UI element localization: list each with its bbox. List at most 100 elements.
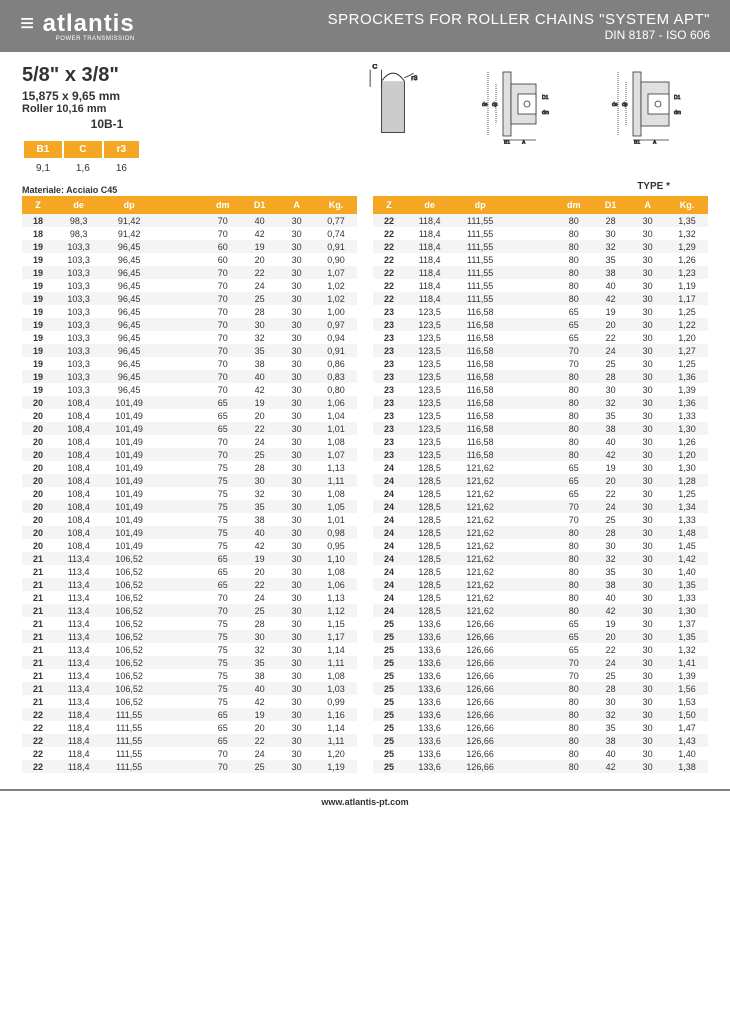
svg-text:C: C bbox=[372, 64, 377, 71]
table-row: 23123,5116,586520301,22 bbox=[373, 318, 708, 331]
svg-text:A: A bbox=[522, 140, 526, 144]
table-row: 23123,5116,587025301,25 bbox=[373, 357, 708, 370]
table-row: 19103,396,457024301,02 bbox=[22, 279, 357, 292]
spec-row: 5/8" x 3/8" 15,875 x 9,65 mm Roller 10,1… bbox=[22, 64, 708, 179]
diagrams-block: C r3 de dp D1 dm B1 bbox=[222, 64, 708, 179]
table-row: 25133,6126,668040301,40 bbox=[373, 747, 708, 760]
table-row: 23123,5116,587024301,27 bbox=[373, 344, 708, 357]
table-row: 22118,4111,557024301,20 bbox=[22, 747, 357, 760]
table-row: 20108,4101,496520301,04 bbox=[22, 409, 357, 422]
spec-code: 10B-1 bbox=[22, 117, 192, 131]
table-row: 25133,6126,666520301,35 bbox=[373, 630, 708, 643]
table-row: 20108,4101,497530301,11 bbox=[22, 474, 357, 487]
table-row: 24128,5121,628042301,30 bbox=[373, 604, 708, 617]
table-row: 22118,4111,556519301,16 bbox=[22, 708, 357, 721]
table-row: 1898,391,427040300,77 bbox=[22, 214, 357, 227]
spec-block: 5/8" x 3/8" 15,875 x 9,65 mm Roller 10,1… bbox=[22, 64, 192, 179]
svg-text:D1: D1 bbox=[674, 95, 681, 101]
table-row: 22118,4111,558035301,26 bbox=[373, 253, 708, 266]
svg-text:de: de bbox=[612, 102, 618, 108]
table-row: 20108,4101,497538301,01 bbox=[22, 513, 357, 526]
header-title: SPROCKETS FOR ROLLER CHAINS "SYSTEM APT" bbox=[328, 11, 710, 28]
svg-text:dp: dp bbox=[492, 102, 498, 108]
tables-wrapper: Z de dp dm D1 A Kg. 1898,391,427040300,7… bbox=[22, 196, 708, 773]
table-row: 19103,396,457030300,97 bbox=[22, 318, 357, 331]
content-area: 5/8" x 3/8" 15,875 x 9,65 mm Roller 10,1… bbox=[0, 52, 730, 781]
table-row: 22118,4111,558032301,29 bbox=[373, 240, 708, 253]
svg-text:A: A bbox=[653, 140, 657, 144]
table-row: 25133,6126,667024301,41 bbox=[373, 656, 708, 669]
table-header-row: Z de dp dm D1 A Kg. bbox=[22, 196, 357, 214]
table-row: 24128,5121,628028301,48 bbox=[373, 526, 708, 539]
table-row: 20108,4101,497535301,05 bbox=[22, 500, 357, 513]
table-row: 24128,5121,627025301,33 bbox=[373, 513, 708, 526]
table-row: 22118,4111,556522301,11 bbox=[22, 734, 357, 747]
table-row: 1898,391,427042300,74 bbox=[22, 227, 357, 240]
table-row: 20108,4101,497528301,13 bbox=[22, 461, 357, 474]
param-table-row: 9,1 1,6 16 bbox=[24, 160, 139, 177]
table-row: 24128,5121,628030301,45 bbox=[373, 539, 708, 552]
table-row: 19103,396,456020300,90 bbox=[22, 253, 357, 266]
table-row: 19103,396,456019300,91 bbox=[22, 240, 357, 253]
header-subtitle: DIN 8187 - ISO 606 bbox=[328, 28, 710, 42]
table-row: 21113,4106,526520301,08 bbox=[22, 565, 357, 578]
table-row: 20108,4101,497025301,07 bbox=[22, 448, 357, 461]
table-row: 19103,396,457032300,94 bbox=[22, 331, 357, 344]
table-row: 21113,4106,527025301,12 bbox=[22, 604, 357, 617]
table-row: 23123,5116,588032301,36 bbox=[373, 396, 708, 409]
table-row: 25133,6126,668030301,53 bbox=[373, 695, 708, 708]
table-row: 25133,6126,668028301,56 bbox=[373, 682, 708, 695]
svg-text:B1: B1 bbox=[504, 140, 510, 144]
table-row: 22118,4111,557025301,19 bbox=[22, 760, 357, 773]
table-row: 21113,4106,526519301,10 bbox=[22, 552, 357, 565]
header-title-block: SPROCKETS FOR ROLLER CHAINS "SYSTEM APT"… bbox=[328, 11, 710, 42]
spec-roller: Roller 10,16 mm bbox=[22, 103, 192, 115]
table-row: 20108,4101,497532301,08 bbox=[22, 487, 357, 500]
table-row: 22118,4111,556520301,14 bbox=[22, 721, 357, 734]
table-row: 25133,6126,666519301,37 bbox=[373, 617, 708, 630]
table-row: 21113,4106,527532301,14 bbox=[22, 643, 357, 656]
table-row: 24128,5121,626519301,30 bbox=[373, 461, 708, 474]
svg-text:B1: B1 bbox=[634, 140, 640, 144]
table-row: 25133,6126,667025301,39 bbox=[373, 669, 708, 682]
data-table-left: Z de dp dm D1 A Kg. 1898,391,427040300,7… bbox=[22, 196, 357, 773]
table-row: 22118,4111,558040301,19 bbox=[373, 279, 708, 292]
table-row: 23123,5116,588035301,33 bbox=[373, 409, 708, 422]
table-row: 24128,5121,626520301,28 bbox=[373, 474, 708, 487]
data-table-right: Z de dp dm D1 A Kg. 22118,4111,558028301… bbox=[373, 196, 708, 773]
svg-text:r3: r3 bbox=[411, 75, 417, 82]
table-row: 20108,4101,497540300,98 bbox=[22, 526, 357, 539]
table-row: 23123,5116,588038301,30 bbox=[373, 422, 708, 435]
spec-size: 5/8" x 3/8" bbox=[22, 64, 192, 87]
table-row: 19103,396,457035300,91 bbox=[22, 344, 357, 357]
table-row: 21113,4106,527530301,17 bbox=[22, 630, 357, 643]
table-row: 21113,4106,527535301,11 bbox=[22, 656, 357, 669]
table-row: 24128,5121,628035301,40 bbox=[373, 565, 708, 578]
page-header: ≡ atlantis POWER TRANSMISSION SPROCKETS … bbox=[0, 0, 730, 52]
table-row: 22118,4111,558042301,17 bbox=[373, 292, 708, 305]
footer-url: www.atlantis-pt.com bbox=[0, 789, 730, 813]
table-header-row: Z de dp dm D1 A Kg. bbox=[373, 196, 708, 214]
table-row: 24128,5121,626522301,25 bbox=[373, 487, 708, 500]
table-row: 22118,4111,558028301,35 bbox=[373, 214, 708, 227]
table-row: 23123,5116,588040301,26 bbox=[373, 435, 708, 448]
table-row: 24128,5121,628032301,42 bbox=[373, 552, 708, 565]
diagram-section2-icon: de dp D1 dm B1 A bbox=[598, 64, 708, 144]
param-table-header: B1 C r3 bbox=[24, 141, 139, 158]
table-row: 19103,396,457022301,07 bbox=[22, 266, 357, 279]
table-row: 25133,6126,668032301,50 bbox=[373, 708, 708, 721]
logo-text: ≡ atlantis bbox=[20, 10, 135, 37]
table-row: 23123,5116,586519301,25 bbox=[373, 305, 708, 318]
table-row: 22118,4111,558038301,23 bbox=[373, 266, 708, 279]
table-row: 20108,4101,497542300,95 bbox=[22, 539, 357, 552]
diagram-tooth-icon: C r3 bbox=[338, 64, 448, 144]
table-row: 24128,5121,628040301,33 bbox=[373, 591, 708, 604]
table-row: 21113,4106,527542300,99 bbox=[22, 695, 357, 708]
table-row: 19103,396,457025301,02 bbox=[22, 292, 357, 305]
logo-block: ≡ atlantis POWER TRANSMISSION bbox=[20, 10, 135, 42]
svg-text:dm: dm bbox=[674, 110, 681, 116]
table-row: 19103,396,457042300,80 bbox=[22, 383, 357, 396]
table-row: 25133,6126,668042301,38 bbox=[373, 760, 708, 773]
table-row: 21113,4106,527540301,03 bbox=[22, 682, 357, 695]
table-row: 21113,4106,527538301,08 bbox=[22, 669, 357, 682]
